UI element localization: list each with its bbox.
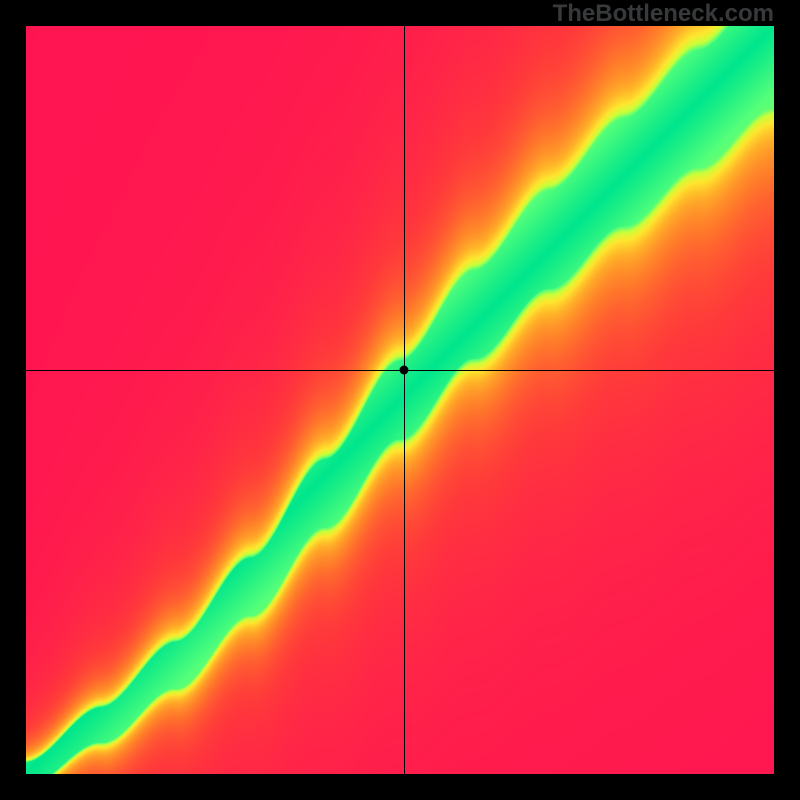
watermark-label: TheBottleneck.com (553, 0, 774, 28)
bottleneck-heatmap (26, 26, 774, 774)
chart-container: TheBottleneck.com (0, 0, 800, 800)
selection-marker (400, 366, 409, 375)
crosshair-vertical (404, 26, 405, 774)
